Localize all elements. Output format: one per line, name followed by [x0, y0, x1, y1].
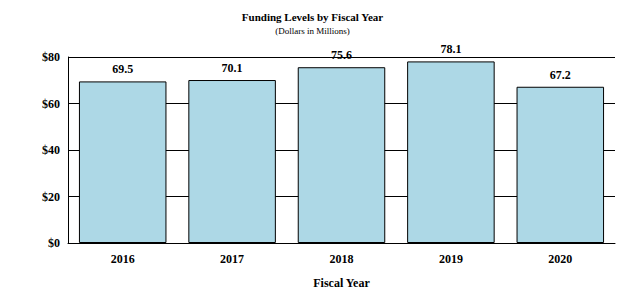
svg-text:2017: 2017: [220, 252, 244, 266]
svg-text:2018: 2018: [330, 252, 354, 266]
svg-text:$0: $0: [48, 236, 60, 250]
svg-text:$60: $60: [42, 97, 60, 111]
svg-text:69.5: 69.5: [112, 62, 133, 76]
svg-text:2020: 2020: [548, 252, 572, 266]
svg-text:$80: $80: [42, 50, 60, 64]
svg-text:75.6: 75.6: [331, 48, 352, 62]
svg-text:78.1: 78.1: [440, 42, 461, 56]
svg-text:2019: 2019: [439, 252, 463, 266]
svg-text:2016: 2016: [111, 252, 135, 266]
svg-text:(Dollars in Millions): (Dollars in Millions): [275, 26, 350, 36]
svg-text:$20: $20: [42, 190, 60, 204]
svg-text:67.2: 67.2: [550, 68, 571, 82]
svg-text:Fiscal Year: Fiscal Year: [313, 276, 370, 290]
svg-text:70.1: 70.1: [222, 61, 243, 75]
svg-text:$40: $40: [42, 143, 60, 157]
svg-text:Funding Levels by Fiscal Year: Funding Levels by Fiscal Year: [242, 11, 383, 23]
